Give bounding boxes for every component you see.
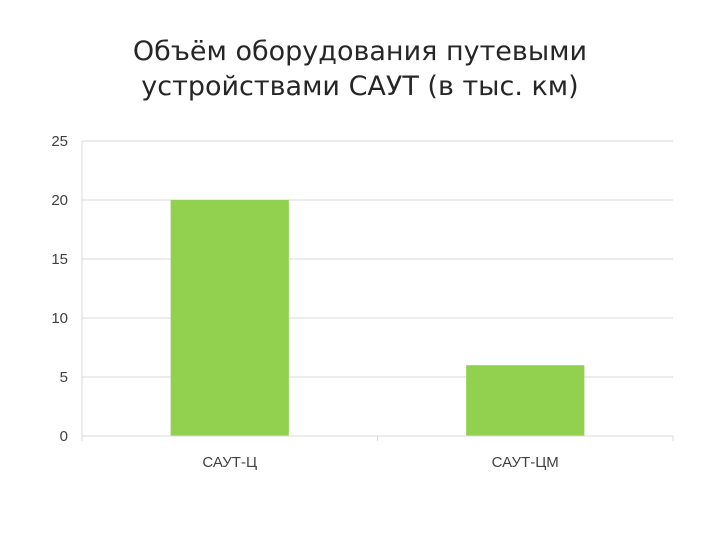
y-tick-label: 25	[51, 133, 68, 150]
bar	[466, 365, 585, 436]
bars	[170, 200, 585, 436]
y-tick-label: 20	[51, 192, 68, 209]
y-tick-label: 5	[60, 369, 68, 386]
chart-title-line-2: устройствами САУТ (в тыс. км)	[141, 71, 579, 102]
y-tick-label: 0	[60, 428, 68, 445]
x-axis-category-labels: САУТ-Ц САУТ-ЦМ	[81, 436, 674, 471]
x-category-label: САУТ-Ц	[202, 454, 257, 471]
y-tick-label: 15	[51, 251, 68, 268]
x-category-label: САУТ-ЦМ	[492, 454, 559, 471]
y-axis-tick-labels: 0 5 10 15 20 25	[51, 133, 68, 445]
chart-title: Объём оборудования путевыми устройствами…	[0, 34, 720, 104]
bar	[170, 200, 289, 436]
y-tick-label: 10	[51, 310, 68, 327]
chart-title-line-1: Объём оборудования путевыми	[132, 36, 588, 67]
